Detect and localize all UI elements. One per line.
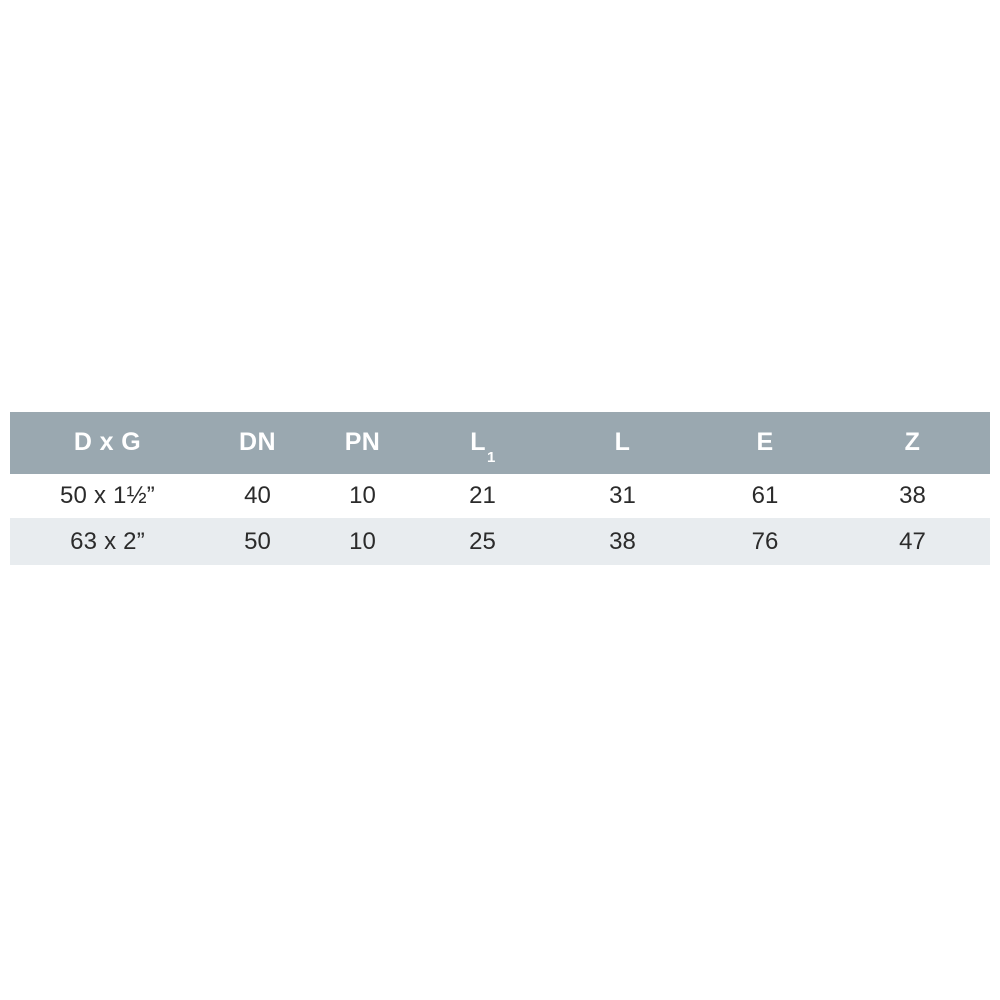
table-header-row: D x G DN PN L1 L E Z [10, 412, 990, 474]
column-header-pn: PN [310, 412, 415, 474]
column-header-z: Z [835, 412, 990, 474]
column-header-dxg: D x G [10, 412, 205, 474]
column-header-z-label: Z [904, 427, 921, 456]
cell-dxg: 63 x 2” [70, 527, 145, 555]
table-header: D x G DN PN L1 L E Z [10, 412, 990, 474]
cell-pn: 10 [349, 482, 376, 509]
column-header-pn-label: PN [344, 427, 381, 456]
table-row: 63 x 2” 50 10 25 38 76 47 [10, 518, 990, 565]
cell-pn: 10 [349, 527, 376, 555]
cell-e: 76 [751, 527, 779, 555]
column-header-l1-subscript: 1 [486, 448, 496, 466]
cell-z: 47 [899, 527, 926, 555]
column-header-dn-label: DN [239, 427, 276, 456]
cell-l1: 25 [469, 527, 496, 555]
dimensions-specification-table: D x G DN PN L1 L E Z 50 x 1½” 40 10 21 3… [10, 412, 990, 565]
column-header-l-label: L [614, 427, 631, 456]
column-header-dxg-label: D x G [73, 427, 142, 456]
column-header-e: E [695, 412, 835, 474]
table-row: 50 x 1½” 40 10 21 31 61 38 [10, 474, 990, 518]
cell-e: 61 [751, 482, 779, 509]
column-header-l: L [550, 412, 695, 474]
table-body: 50 x 1½” 40 10 21 31 61 38 63 x 2” 50 10… [10, 474, 990, 565]
column-header-e-label: E [756, 427, 774, 456]
cell-z: 38 [899, 482, 926, 509]
column-header-l1-label: L [470, 427, 486, 456]
cell-dn: 50 [244, 527, 271, 555]
column-header-dn: DN [205, 412, 310, 474]
cell-dxg: 50 x 1½” [60, 482, 155, 509]
cell-l: 38 [609, 527, 636, 555]
cell-l: 31 [609, 482, 636, 509]
cell-l1: 21 [469, 482, 496, 509]
cell-dn: 40 [244, 482, 271, 509]
column-header-l1: L1 [415, 412, 550, 474]
